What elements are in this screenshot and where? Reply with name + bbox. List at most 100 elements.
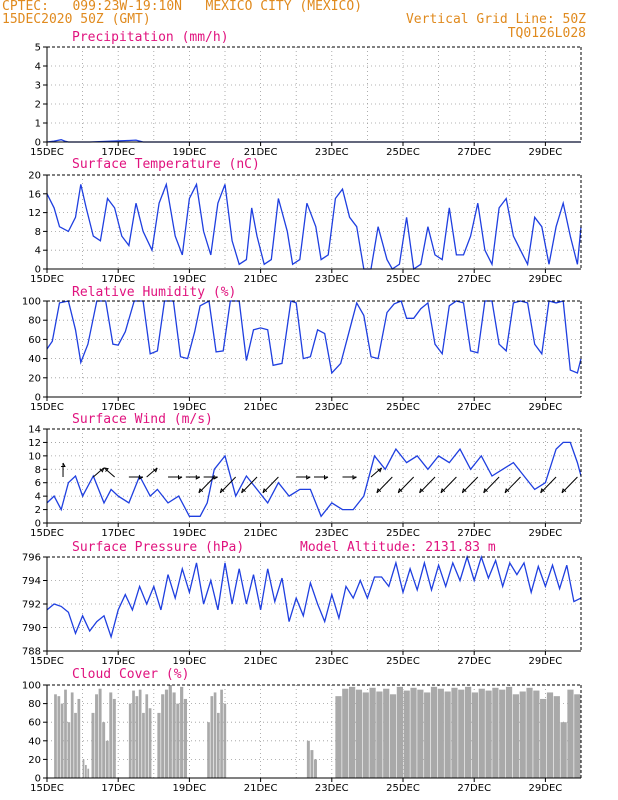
cloud-bar [560,722,567,778]
x-tick-label: 29DEC [529,274,563,285]
wind-arrow-head [152,467,158,473]
x-tick-label: 23DEC [315,147,349,158]
cloud-bar [505,686,513,778]
cloud-bar [105,740,109,778]
x-tick-label: 21DEC [244,783,278,794]
panel-5: 0 20 40 60 80 100 15DEC 17DEC 19DEC 21DEC 23DEC 25D… [22,667,582,794]
y-tick-label: 792 [22,600,41,611]
cloud-bar [349,686,356,778]
x-tick-label: 25DEC [386,402,420,413]
y-tick-label: 40 [28,736,41,747]
header-grid-line: Vertical Grid Line: 50Z [405,12,586,27]
x-tick-label: 17DEC [101,274,135,285]
cloud-bar [403,690,410,778]
cloud-bar [310,750,314,778]
cloud-bar [512,694,519,778]
cloud-bar [180,686,184,778]
x-tick-label: 23DEC [315,528,349,539]
y-tick-label: 20 [28,171,41,182]
cloud-bar [210,696,214,778]
cloud-bar [389,694,397,778]
x-tick-label: 21DEC [244,274,278,285]
cloud-bar [70,692,74,778]
cloud-bar [362,692,369,778]
cloud-bar [207,722,210,778]
panel-title: Precipitation (mm/h) [72,30,229,45]
x-tick-label: 15DEC [30,528,64,539]
series-line [46,441,582,518]
y-tick-label: 100 [22,297,41,308]
y-tick-label: 4 [35,62,41,73]
x-tick-label: 17DEC [101,528,135,539]
cloud-bar [87,768,90,778]
x-tick-label: 27DEC [457,528,491,539]
cloud-bar [410,687,417,778]
x-tick-label: 25DEC [386,528,420,539]
x-tick-label: 25DEC [386,656,420,667]
y-tick-label: 80 [28,699,41,710]
cloud-bar [424,692,431,778]
cloud-bar [168,685,172,778]
x-tick-label: 29DEC [529,528,563,539]
x-tick-label: 17DEC [101,656,135,667]
cloud-bar [148,708,152,778]
y-tick-label: 796 [22,553,41,564]
series-line [46,299,582,375]
panel-title: Cloud Cover (%) [72,667,189,682]
x-tick-label: 15DEC [30,402,64,413]
cloud-bar [533,690,540,778]
cloud-bar [142,712,145,778]
x-tick-label: 23DEC [315,783,349,794]
x-tick-label: 27DEC [457,656,491,667]
panel-title: Surface Pressure (hPa) [72,540,244,555]
cloud-bar [54,694,57,778]
x-tick-label: 25DEC [386,274,420,285]
cloud-bar [444,691,451,778]
y-tick-label: 2 [35,505,41,516]
wind-arrow-head [61,462,66,467]
y-tick-label: 20 [28,373,41,384]
cloud-bar [526,687,533,778]
x-tick-label: 27DEC [457,783,491,794]
x-tick-label: 19DEC [173,783,207,794]
x-tick-label: 23DEC [315,274,349,285]
cloud-bar [492,687,499,778]
panel-0: 0 1 2 3 4 5 15DEC 17DEC 19DEC 21DEC 23DEC 25DEC 27DE… [30,30,582,158]
cloud-bar [164,689,169,778]
wind-arrow-head [419,488,424,493]
wind-arrow-head [213,475,218,480]
cloud-bar [128,703,132,778]
x-tick-label: 21DEC [244,402,278,413]
cloud-bar [369,687,376,778]
header-code: TQ0126L028 [507,26,586,41]
cloud-bar [161,694,165,778]
panel-1: 0 4 8 12 16 20 15DEC 17DEC 19DEC 21DEC 23DEC 25DEC 2… [28,157,582,285]
y-tick-label: 10 [28,451,41,462]
y-tick-label: 12 [28,438,41,449]
wind-arrow-head [377,467,382,473]
wind-arrow-head [461,488,467,493]
wind-arrow-head [352,475,357,480]
y-tick-label: 20 [28,755,41,766]
cloud-bar [102,722,106,778]
cloud-bar [109,692,113,778]
cloud-bar [355,689,363,778]
y-tick-label: 4 [35,492,41,503]
cloud-bar [74,712,77,778]
cloud-bar [220,689,223,778]
cloud-bar [519,691,526,778]
cloud-bar [451,687,458,778]
wind-arrow-head [195,475,201,480]
y-tick-label: 794 [22,576,41,587]
cloud-bar [157,712,161,778]
y-tick-label: 60 [28,718,41,729]
cloud-bar [465,686,472,778]
cloud-bar [98,688,102,778]
cloud-bar [553,696,560,778]
cloud-bar [223,703,227,778]
wind-arrow-head [241,488,246,493]
series-line [46,181,582,271]
x-tick-label: 19DEC [173,528,207,539]
cloud-bar [64,689,67,778]
